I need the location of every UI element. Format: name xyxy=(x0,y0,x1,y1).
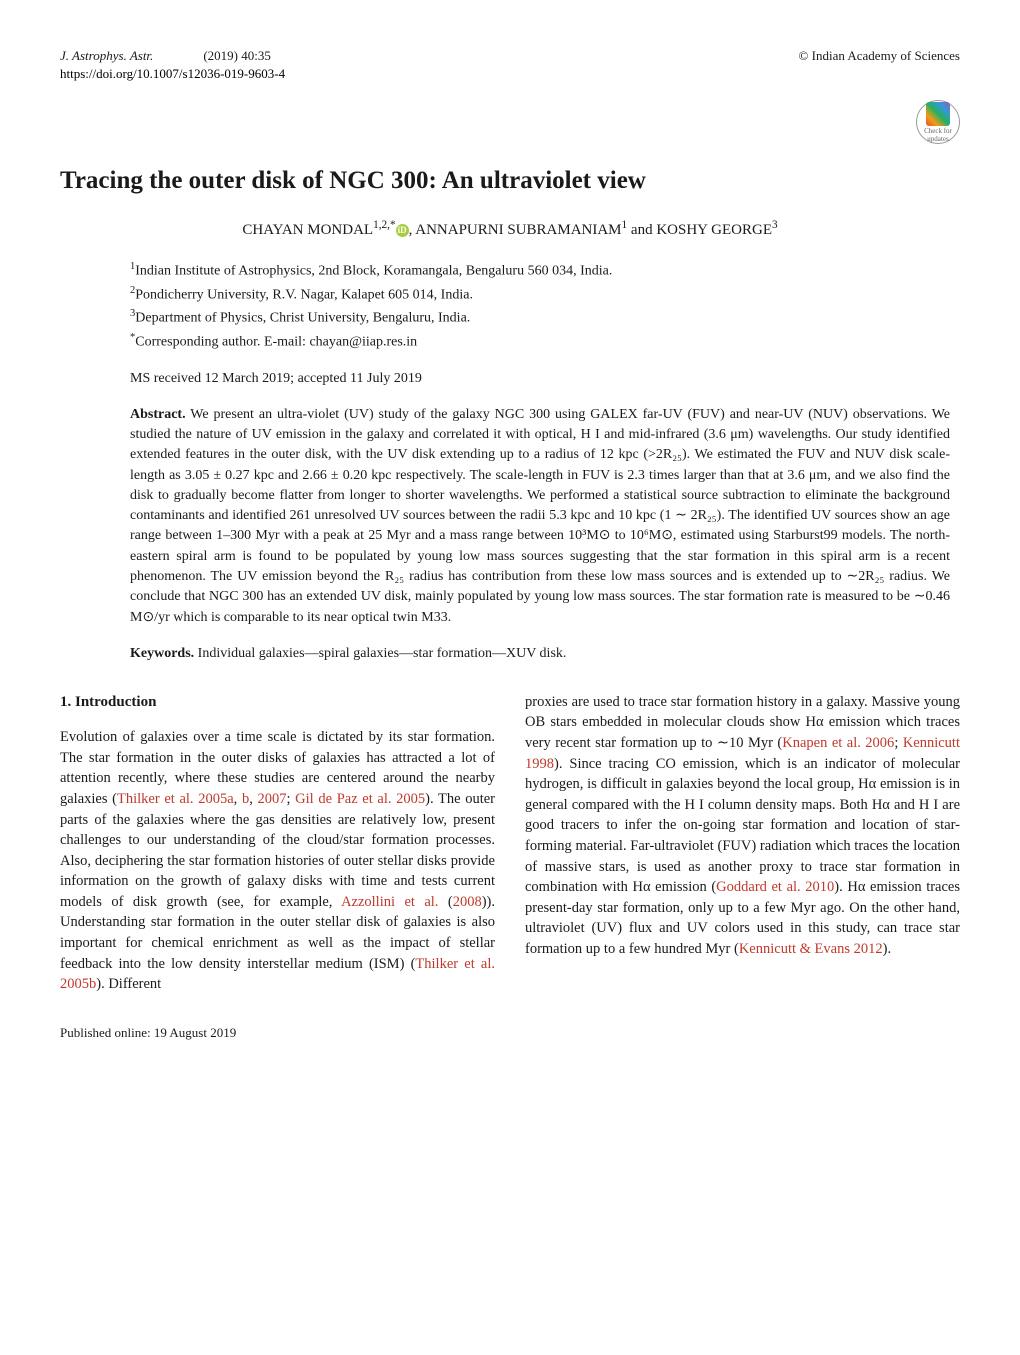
header-row: J. Astrophys. Astr. (2019) 40:35 © India… xyxy=(60,48,960,64)
aff3-text: Department of Physics, Christ University… xyxy=(135,311,470,326)
sep3: ; xyxy=(286,791,295,807)
cite-goddard-2010[interactable]: Goddard et al. 2010 xyxy=(716,879,834,895)
affiliations-block: 1Indian Institute of Astrophysics, 2nd B… xyxy=(130,259,960,353)
author-3-sup: 3 xyxy=(772,219,778,231)
published-online: Published online: 19 August 2019 xyxy=(60,1025,960,1041)
crossmark-icon xyxy=(926,102,950,126)
author-2: , ANNAPURNI SUBRAMANIAM xyxy=(409,222,622,238)
sep4: ( xyxy=(438,894,452,910)
copyright-text: © Indian Academy of Sciences xyxy=(799,48,961,64)
crossmark-label: Check for updates xyxy=(917,127,959,143)
cite-azzollini-2008[interactable]: 2008 xyxy=(453,894,482,910)
cite-azzollini[interactable]: Azzollini et al. xyxy=(341,894,438,910)
orcid-icon[interactable]: iD xyxy=(396,224,409,237)
author-1: CHAYAN MONDAL xyxy=(242,222,373,238)
ms-received: MS received 12 March 2019; accepted 11 J… xyxy=(130,371,960,387)
author-1-sup: 1,2,* xyxy=(373,219,396,231)
intro-text-4: ). Different xyxy=(96,976,161,992)
section-1-heading: 1. Introduction xyxy=(60,692,495,713)
affiliation-3: 3Department of Physics, Christ Universit… xyxy=(130,306,960,329)
journal-info: J. Astrophys. Astr. (2019) 40:35 xyxy=(60,48,271,64)
affiliation-2: 2Pondicherry University, R.V. Nagar, Kal… xyxy=(130,283,960,306)
corresponding-author: *Corresponding author. E-mail: chayan@ii… xyxy=(130,330,960,353)
intro-text-8: ). xyxy=(883,941,891,957)
abstract-label: Abstract. xyxy=(130,407,186,422)
author-3: and KOSHY GEORGE xyxy=(627,222,772,238)
cite-thilker-2007[interactable]: 2007 xyxy=(257,791,286,807)
keywords-label: Keywords. xyxy=(130,646,194,661)
column-right: proxies are used to trace star formation… xyxy=(525,692,960,995)
affiliation-1: 1Indian Institute of Astrophysics, 2nd B… xyxy=(130,259,960,282)
abstract-text: We present an ultra-violet (UV) study of… xyxy=(130,407,950,625)
crossmark-badge[interactable]: Check for updates xyxy=(916,100,960,144)
intro-paragraph-right: proxies are used to trace star formation… xyxy=(525,692,960,960)
intro-text-2: ). The outer parts of the galaxies where… xyxy=(60,791,495,910)
aff2-text: Pondicherry University, R.V. Nagar, Kala… xyxy=(135,287,473,302)
authors-line: CHAYAN MONDAL1,2,*iD, ANNAPURNI SUBRAMAN… xyxy=(60,219,960,239)
sep1: , xyxy=(234,791,242,807)
keywords-block: Keywords. Individual galaxies—spiral gal… xyxy=(130,646,960,662)
cite-knapen-2006[interactable]: Knapen et al. 2006 xyxy=(782,735,894,751)
cite-gildepaz-2005[interactable]: Gil de Paz et al. 2005 xyxy=(295,791,425,807)
paper-title: Tracing the outer disk of NGC 300: An ul… xyxy=(60,167,960,195)
keywords-text: Individual galaxies—spiral galaxies—star… xyxy=(198,646,567,661)
aff4-text: Corresponding author. E-mail: chayan@iia… xyxy=(135,335,417,350)
column-left: 1. Introduction Evolution of galaxies ov… xyxy=(60,692,495,995)
doi-link[interactable]: https://doi.org/10.1007/s12036-019-9603-… xyxy=(60,66,960,82)
aff1-text: Indian Institute of Astrophysics, 2nd Bl… xyxy=(135,264,612,279)
sep5: ; xyxy=(894,735,903,751)
intro-paragraph-left: Evolution of galaxies over a time scale … xyxy=(60,727,495,995)
intro-text-6: ). Since tracing CO emission, which is a… xyxy=(525,756,960,895)
journal-name: J. Astrophys. Astr. xyxy=(60,48,153,64)
journal-year-issue: (2019) 40:35 xyxy=(203,48,271,64)
body-columns: 1. Introduction Evolution of galaxies ov… xyxy=(60,692,960,995)
cite-kennicutt-evans-2012[interactable]: Kennicutt & Evans 2012 xyxy=(739,941,883,957)
abstract-block: Abstract. We present an ultra-violet (UV… xyxy=(130,405,950,628)
cite-thilker-2005a[interactable]: Thilker et al. 2005a xyxy=(117,791,234,807)
